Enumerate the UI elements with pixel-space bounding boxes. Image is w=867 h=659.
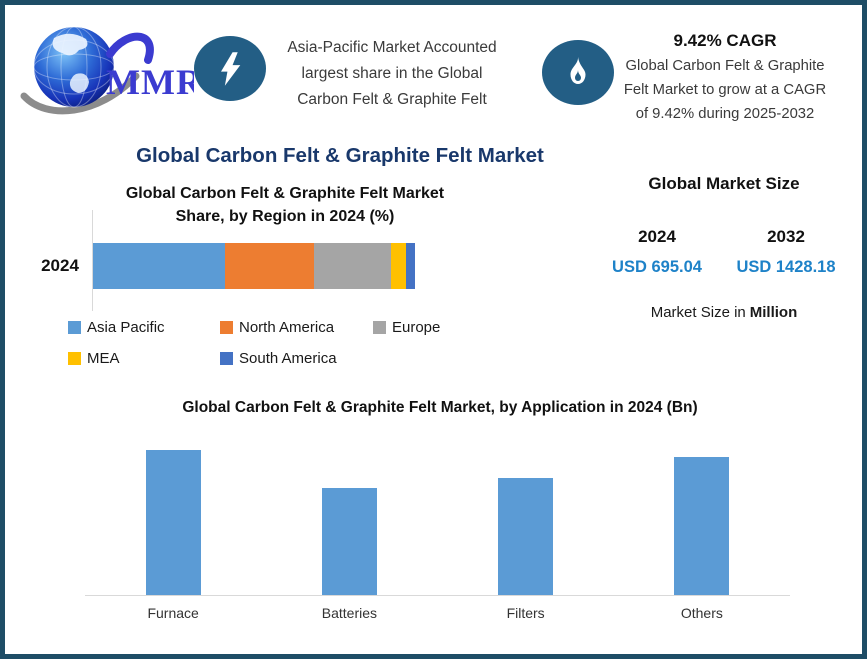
legend-swatch: [68, 321, 81, 334]
app-bar-filters: [498, 478, 554, 595]
legend-swatch: [220, 321, 233, 334]
cagr-text: Global Carbon Felt & Graphite Felt Marke…: [605, 54, 845, 126]
logo-swoosh: [20, 72, 140, 115]
legend-label: MEA: [87, 350, 120, 367]
app-bar-others: [674, 457, 730, 595]
app-bar-col-others: Others: [614, 435, 790, 621]
cagr-line: of 9.42% during 2025-2032: [635, 106, 815, 122]
region-chart-title-line: Global Carbon Felt & Graphite Felt Marke…: [125, 185, 445, 202]
cagr-block: 9.42% CAGR Global Carbon Felt & Graphite…: [605, 31, 845, 126]
legend-item-europe: Europe: [373, 319, 498, 336]
lightning-badge: [194, 36, 266, 101]
app-bar-label: Batteries: [321, 605, 377, 621]
flame-icon: [570, 56, 586, 84]
app-bar-batteries: [321, 488, 377, 595]
headline-line: Carbon Felt & Graphite Felt: [297, 91, 487, 108]
market-size-grid: 2024 2032 USD 695.04 USD 1428.18: [597, 227, 855, 277]
legend-swatch: [68, 352, 81, 365]
legend-label: South America: [239, 350, 337, 367]
mmr-logo: MMR: [18, 22, 202, 118]
bar-segment-south-america: [405, 243, 415, 289]
legend-item-south-america: South America: [220, 350, 373, 367]
market-size-year-2032: 2032: [767, 227, 805, 246]
bar-segment-asia-pacific: [93, 243, 226, 289]
app-bar-col-furnace: Furnace: [85, 435, 261, 621]
legend-label: North America: [239, 319, 335, 336]
region-legend: Asia Pacific North America Europe MEA South …: [68, 319, 498, 367]
app-bar-col-filters: Filters: [438, 435, 614, 621]
app-bar-label: Furnace: [147, 605, 199, 621]
legend-label: Asia Pacific: [87, 319, 165, 336]
lightning-icon: [221, 51, 241, 86]
app-bar-label: Filters: [506, 605, 545, 621]
globe-icon: MMR: [20, 26, 202, 115]
headline-text: Asia-Pacific Market Accounted largest sh…: [267, 35, 517, 113]
bar-segment-north-america: [225, 243, 314, 289]
region-chart-title: Global Carbon Felt & Graphite Felt Marke…: [60, 182, 510, 228]
cagr-line: Global Carbon Felt & Graphite: [625, 58, 825, 74]
region-chart-title-line: Share, by Region in 2024 (%): [175, 208, 395, 225]
headline-line: largest share in the Global: [301, 65, 483, 82]
region-chart-axis-line: [92, 210, 93, 311]
region-chart-category-label: 2024: [41, 256, 79, 275]
legend-swatch: [373, 321, 386, 334]
logo-text: MMR: [106, 62, 194, 102]
market-size-footnote-unit: Million: [749, 304, 798, 321]
cagr-title: 9.42% CAGR: [673, 31, 777, 50]
legend-item-north-america: North America: [220, 319, 373, 336]
app-bar-col-batteries: Batteries: [261, 435, 437, 621]
flame-badge: [542, 40, 614, 105]
bar-segment-europe: [313, 243, 391, 289]
stacked-bar: [93, 243, 415, 289]
market-size-title: Global Market Size: [648, 174, 800, 193]
legend-swatch: [220, 352, 233, 365]
app-bar-furnace: [145, 450, 201, 595]
application-chart-title: Global Carbon Felt & Graphite Felt Marke…: [182, 399, 698, 416]
market-size-year-2024: 2024: [638, 227, 676, 246]
application-plot: Furnace Batteries Filters Others: [85, 435, 790, 621]
legend-item-mea: MEA: [68, 350, 220, 367]
legend-label: Europe: [392, 319, 441, 336]
cagr-line: Felt Market to grow at a CAGR: [623, 82, 827, 98]
bar-segment-mea: [390, 243, 406, 289]
market-size-footnote-prefix: Market Size in: [650, 304, 746, 321]
market-size-value-2032: USD 1428.18: [736, 258, 836, 276]
headline-line: Asia-Pacific Market Accounted: [287, 39, 497, 56]
legend-item-asia-pacific: Asia Pacific: [68, 319, 220, 336]
app-bar-label: Others: [680, 605, 723, 621]
market-size-value-2024: USD 695.04: [612, 258, 702, 276]
main-title: Global Carbon Felt & Graphite Felt Marke…: [136, 144, 544, 167]
market-size-footnote: Market Size in Million: [615, 304, 833, 321]
